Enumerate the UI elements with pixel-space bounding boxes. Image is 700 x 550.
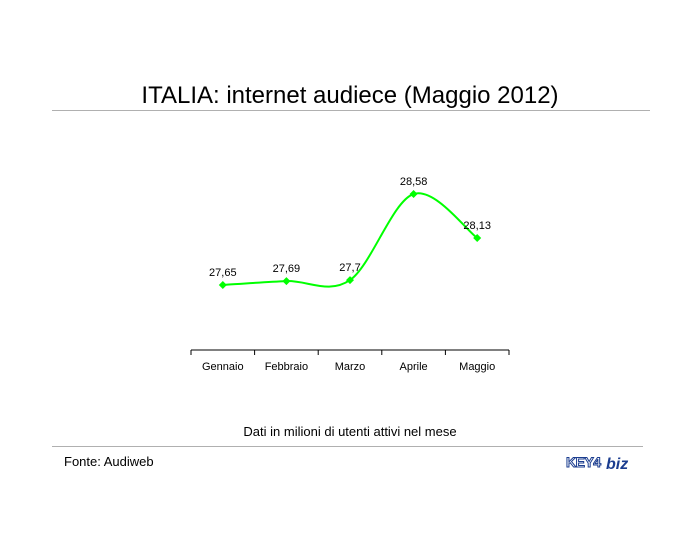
x-tick-label: Febbraio — [265, 361, 308, 373]
data-point-marker — [409, 190, 418, 198]
data-label: 27,65 — [209, 267, 237, 279]
x-axis: Gennaio Febbraio Marzo Aprile Maggio — [190, 349, 510, 373]
plot-area: 27,65 27,69 27,7 28,58 28,13 — [209, 176, 491, 289]
key4biz-logo: KEY4 biz — [566, 454, 628, 473]
footer-divider — [52, 446, 643, 447]
chart-note: Dati in milioni di utenti attivi nel mes… — [243, 424, 457, 439]
data-point-marker — [282, 277, 291, 286]
x-tick-label: Aprile — [400, 361, 428, 373]
logo-text-right: biz — [606, 456, 628, 472]
x-tick-label: Maggio — [459, 361, 495, 373]
series-line — [222, 192, 478, 288]
data-label: 27,7 — [339, 262, 360, 274]
logo-text-left: KEY4 — [566, 454, 601, 470]
data-label: 28,13 — [463, 220, 491, 232]
source-text: Fonte: Audiweb — [64, 454, 154, 469]
data-label: 28,58 — [400, 176, 428, 188]
title-divider — [52, 110, 650, 111]
data-point-marker — [346, 276, 354, 285]
x-tick-label: Gennaio — [202, 361, 244, 373]
data-point-marker — [473, 234, 482, 243]
data-label: 27,69 — [273, 263, 301, 275]
chart-title: ITALIA: internet audiece (Maggio 2012) — [141, 82, 559, 109]
data-point-marker — [218, 281, 227, 289]
x-tick-label: Marzo — [335, 361, 366, 373]
